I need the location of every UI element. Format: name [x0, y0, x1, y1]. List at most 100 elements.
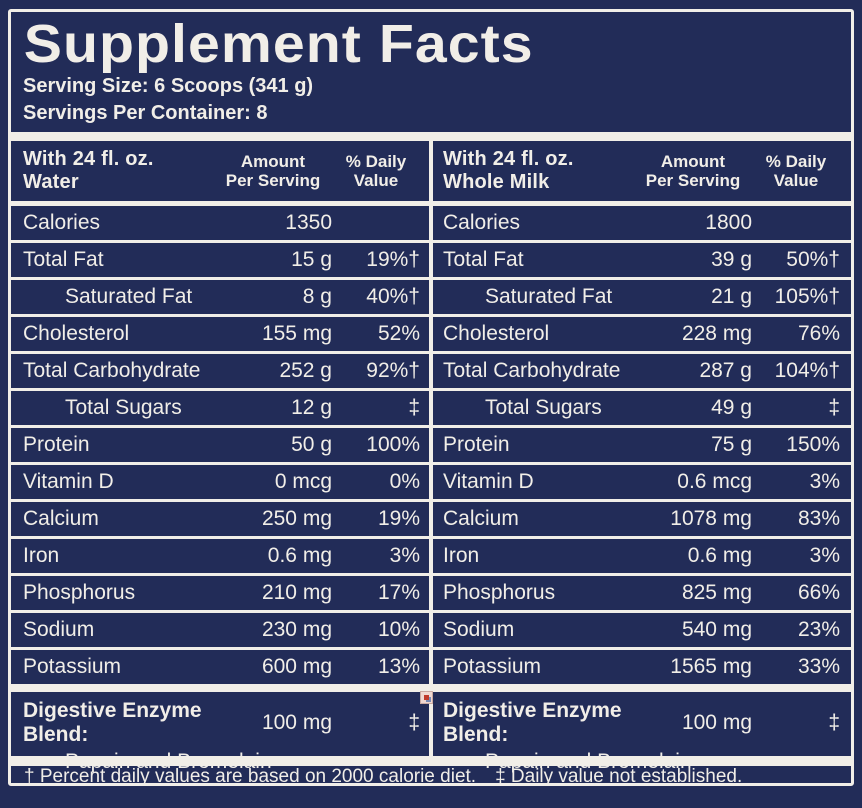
water-row-half: Saturated Fat 8 g 40%† — [11, 280, 431, 314]
nutrient-amount: 12 g — [291, 396, 332, 419]
water-row-half: Cholesterol 155 mg 52% — [11, 317, 431, 351]
nutrient-row: Total Carbohydrate 252 g 92%† Total Carbohy… — [11, 354, 851, 388]
milk-row-half: Calcium 1078 mg 83% — [431, 502, 851, 536]
enzyme-blend-amount: 100 mg — [261, 711, 332, 734]
nutrient-amount: 287 g — [699, 359, 752, 382]
nutrient-name: Total Fat — [23, 248, 104, 271]
nutrient-name: Cholesterol — [443, 322, 550, 345]
nutrient-daily-value: 3% — [389, 544, 420, 567]
water-row-half: Total Fat 15 g 19%† — [11, 243, 431, 277]
nutrient-amount: 228 mg — [681, 322, 752, 345]
water-row-half: Phosphorus 210 mg 17% — [11, 576, 431, 610]
water-row-half: Calories 1350 — [11, 206, 431, 240]
nutrient-daily-value: 23% — [797, 618, 840, 641]
column-divider-line — [429, 141, 433, 756]
nutrient-daily-value: 52% — [377, 322, 420, 345]
nutrient-amount: 1565 mg — [670, 655, 752, 678]
nutrient-row: Calories 1350 Calories 1800 — [11, 206, 851, 240]
water-column-title: With 24 fl. oz. Water — [23, 148, 154, 193]
dv-header-line1: % Daily — [765, 151, 827, 171]
nutrient-daily-value: ‡ — [828, 396, 840, 419]
nutrient-daily-value: 76% — [797, 322, 840, 345]
nutrient-amount: 21 g — [711, 285, 752, 308]
nutrient-daily-value: 50%† — [786, 248, 840, 271]
nutrient-row: Cholesterol 155 mg 52% Cholesterol 228 mg 76% — [11, 317, 851, 351]
nutrient-name: Saturated Fat — [65, 285, 193, 308]
nutrient-name: Sodium — [23, 618, 95, 641]
water-row-half: Iron 0.6 mg 3% — [11, 539, 431, 573]
nutrient-amount: 1078 mg — [670, 507, 752, 530]
nutrient-daily-value: 33% — [797, 655, 840, 678]
enzyme-blend-dv: ‡ — [828, 711, 840, 734]
nutrient-name: Protein — [443, 433, 510, 456]
nutrient-daily-value: 83% — [797, 507, 840, 530]
footnote-dagger: † Percent daily values are based on 2000… — [24, 766, 477, 786]
nutrient-row: Saturated Fat 8 g 40%† Saturated Fat 21 g 105… — [11, 280, 851, 314]
nutrient-name: Phosphorus — [23, 581, 136, 604]
label-border-box: Supplement Facts Serving Size: 6 Scoops … — [8, 9, 854, 786]
nutrient-amount: 1800 — [705, 211, 752, 234]
milk-row-half: Cholesterol 228 mg 76% — [431, 317, 851, 351]
nutrient-amount: 0.6 mg — [687, 544, 752, 567]
nutrient-daily-value: ‡ — [408, 396, 420, 419]
nutrient-row: Potassium 600 mg 13% Potassium 1565 mg 33% — [11, 650, 851, 684]
nutrient-name: Total Sugars — [485, 396, 602, 419]
nutrient-daily-value: 3% — [809, 470, 840, 493]
nutrient-name: Iron — [23, 544, 60, 567]
nutrient-amount: 540 mg — [681, 618, 752, 641]
nutrient-name: Iron — [443, 544, 480, 567]
nutrient-daily-value: 3% — [809, 544, 840, 567]
nutrient-daily-value: 40%† — [366, 285, 420, 308]
nutrient-daily-value: 66% — [797, 581, 840, 604]
water-row-half: Total Sugars 12 g ‡ — [11, 391, 431, 425]
dv-header-line1: % Daily — [345, 151, 407, 171]
nutrient-daily-value: 100% — [366, 433, 420, 456]
milk-row-half: Phosphorus 825 mg 66% — [431, 576, 851, 610]
nutrient-name: Sodium — [443, 618, 515, 641]
nutrient-row: Total Sugars 12 g ‡ Total Sugars 49 g ‡ — [11, 391, 851, 425]
nutrient-rows: Calories 1350 Calories 1800 Total Fat 15 g 19%… — [11, 206, 851, 684]
nutrient-daily-value: 105%† — [774, 285, 840, 308]
milk-enzyme-blend: Digestive Enzyme Blend: 100 mg ‡ Papain … — [431, 692, 851, 773]
nutrient-amount: 39 g — [711, 248, 752, 271]
nutrient-daily-value: 19%† — [366, 248, 420, 271]
milk-row-half: Total Fat 39 g 50%† — [431, 243, 851, 277]
nutrient-daily-value: 0% — [389, 470, 420, 493]
column-header-row: With 24 fl. oz. Water Amount Per Serving… — [11, 141, 851, 201]
milk-row-half: Iron 0.6 mg 3% — [431, 539, 851, 573]
nutrient-name: Vitamin D — [23, 470, 114, 493]
nutrient-name: Total Carbohydrate — [443, 359, 621, 382]
nutrient-daily-value: 104%† — [774, 359, 840, 382]
enzyme-blend-ingredients: Papain and Bromelain — [485, 750, 692, 773]
water-row-half: Potassium 600 mg 13% — [11, 650, 431, 684]
nutrient-row: Protein 50 g 100% Protein 75 g 150% — [11, 428, 851, 462]
nutrient-name: Calcium — [23, 507, 99, 530]
nutrient-amount: 0.6 mg — [267, 544, 332, 567]
nutrient-amount: 252 g — [279, 359, 332, 382]
nutrient-name: Cholesterol — [23, 322, 130, 345]
nutrient-daily-value: 92%† — [366, 359, 420, 382]
nutrient-daily-value: 19% — [377, 507, 420, 530]
water-row-half: Total Carbohydrate 252 g 92%† — [11, 354, 431, 388]
milk-row-half: Saturated Fat 21 g 105%† — [431, 280, 851, 314]
nutrient-amount: 0 mcg — [274, 470, 332, 493]
amount-header-line1: Amount — [240, 151, 306, 171]
nutrient-daily-value: 17% — [377, 581, 420, 604]
nutrient-daily-value: 13% — [377, 655, 420, 678]
header-divider-band — [11, 132, 851, 141]
nutrient-amount: 75 g — [711, 433, 752, 456]
nutrient-row: Iron 0.6 mg 3% Iron 0.6 mg 3% — [11, 539, 851, 573]
enzyme-blend-ingredients: Papain and Bromelain — [65, 750, 272, 773]
enzyme-blend-dv: ‡ — [408, 711, 420, 734]
nutrient-daily-value: 150% — [786, 433, 840, 456]
broken-image-icon — [420, 691, 433, 704]
nutrient-row: Vitamin D 0 mcg 0% Vitamin D 0.6 mcg 3% — [11, 465, 851, 499]
milk-row-half: Vitamin D 0.6 mcg 3% — [431, 465, 851, 499]
water-row-half: Protein 50 g 100% — [11, 428, 431, 462]
enzyme-blend-row: Digestive Enzyme Blend: 100 mg ‡ — [443, 699, 840, 747]
water-row-half: Vitamin D 0 mcg 0% — [11, 465, 431, 499]
nutrient-amount: 600 mg — [261, 655, 332, 678]
nutrient-amount: 825 mg — [681, 581, 752, 604]
nutrient-amount: 0.6 mcg — [677, 470, 752, 493]
milk-column-title: With 24 fl. oz. Whole Milk — [443, 148, 574, 193]
